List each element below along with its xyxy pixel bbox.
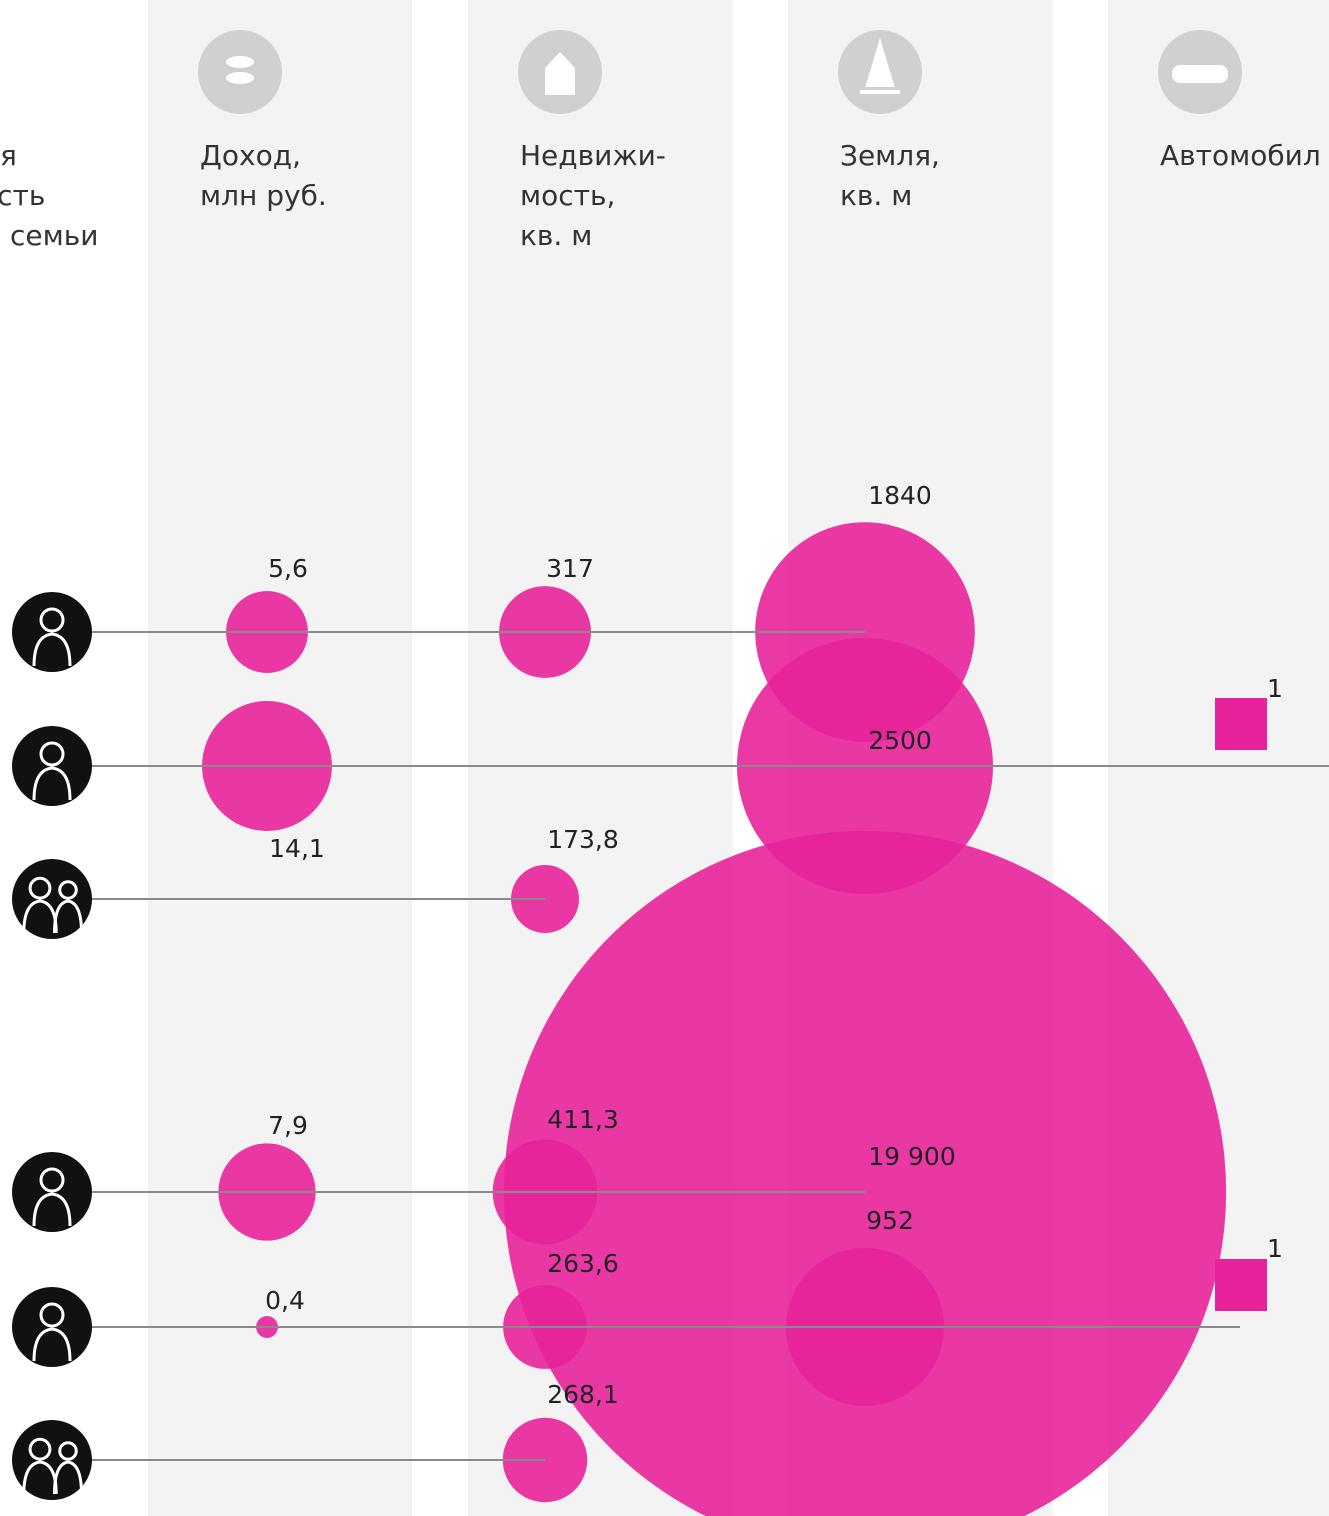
person-head [39,1167,65,1193]
icon-coins [226,56,254,68]
value-label: 173,8 [547,825,619,854]
value-label: 2500 [868,726,932,755]
value-label: 0,4 [265,1286,305,1315]
header-left-line: я [0,139,17,172]
person-icon [12,859,92,939]
person-body [53,1460,83,1495]
column-header: млн руб. [200,179,327,212]
person-body [32,1327,72,1362]
car-square [1215,1259,1267,1311]
person-head [58,1441,78,1461]
icon-coins [226,72,254,84]
car-square [1215,698,1267,750]
icon-car-body [1172,65,1228,83]
person-body [32,632,72,667]
icon-tree [860,38,900,94]
value-label: 268,1 [547,1380,619,1409]
column-header: Земля, [840,139,940,172]
texts: я ость семьи Доход, млн руб. Недвижи-мость, кв… [0,139,1321,1409]
value-label: 1840 [868,481,932,510]
person-head [58,880,78,900]
person-body [32,766,72,801]
value-label: 317 [546,554,594,583]
column-header: мость, [520,179,615,212]
row-lines [90,631,1329,1461]
person-icon [12,1420,92,1500]
value-label: 411,3 [547,1105,619,1134]
person-head [28,876,52,900]
bubble [503,830,1227,1516]
value-label: 7,9 [268,1111,308,1140]
column-header: Автомобил [1160,139,1321,172]
people [12,592,92,1500]
header-left-line: ость [0,179,45,212]
column-header: кв. м [840,179,912,212]
value-label: 5,6 [268,554,308,583]
person-head [28,1437,52,1461]
person-head [39,607,65,633]
value-label: 952 [866,1206,914,1235]
person-head [39,741,65,767]
value-label: 19 900 [868,1142,955,1171]
column-icons [198,30,1242,114]
person-body [32,1192,72,1227]
value-label: 14,1 [269,834,325,863]
icon-house [545,52,575,95]
marks [202,522,1267,1516]
column-header: Доход, [200,139,301,172]
person-body [53,899,83,934]
person-head [39,1302,65,1328]
column-header: Недвижи- [520,139,666,172]
value-label: 1 [1267,674,1283,703]
header-left-line: семьи [10,219,98,252]
value-label: 263,6 [547,1249,619,1278]
column-header: кв. м [520,219,592,252]
value-label: 1 [1267,1234,1283,1263]
